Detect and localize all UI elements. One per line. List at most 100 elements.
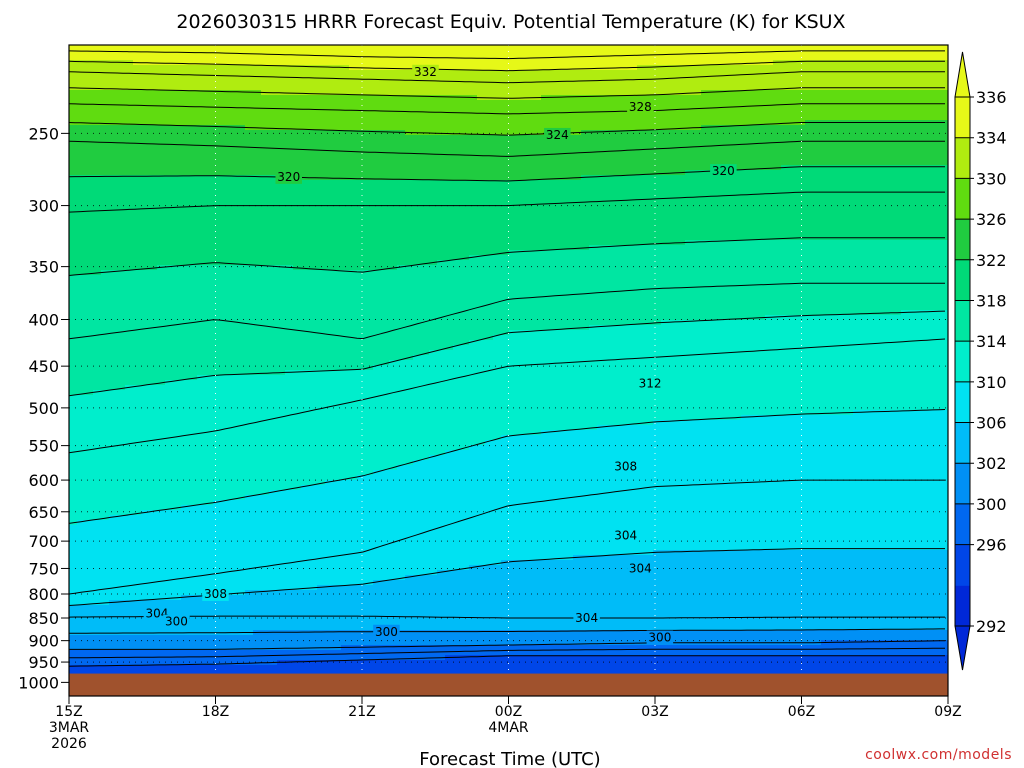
contour-cell xyxy=(205,650,214,666)
contour-cell xyxy=(413,95,422,136)
contour-cell xyxy=(397,465,406,581)
contour-cell xyxy=(285,630,294,651)
contour-cell xyxy=(621,630,630,646)
x-tick-sublabel: 4MAR xyxy=(488,720,529,736)
contour-cell xyxy=(373,580,382,631)
contour-cell xyxy=(773,45,782,61)
contour-cell xyxy=(901,165,910,241)
contour-cell xyxy=(757,240,766,321)
contour-cell xyxy=(757,550,766,631)
contour-cell xyxy=(669,655,678,681)
contour-cell xyxy=(229,650,238,666)
contour-cell xyxy=(757,90,766,126)
contour-cell xyxy=(197,175,206,266)
contour-cell xyxy=(701,45,710,66)
contour-cell xyxy=(349,645,358,661)
contour-cell xyxy=(893,630,902,641)
contour-cell xyxy=(733,125,742,171)
contour-cell xyxy=(765,45,774,66)
contour-cell xyxy=(933,60,942,91)
contour-cell xyxy=(333,650,342,661)
contour-cell xyxy=(77,520,86,606)
contour-cell xyxy=(301,95,310,131)
contour-cell xyxy=(181,65,190,91)
contour-cell xyxy=(741,170,750,241)
contour-cell xyxy=(773,125,782,171)
contour-cell xyxy=(573,95,582,136)
contour-cell xyxy=(85,125,94,176)
contour-cell xyxy=(165,635,174,651)
contour-cell xyxy=(429,455,438,576)
contour-cell xyxy=(389,360,398,471)
contour-cell xyxy=(597,130,606,176)
contour-cell xyxy=(645,555,654,631)
contour-cell xyxy=(885,655,894,681)
contour-cell xyxy=(517,330,526,436)
contour-cell xyxy=(205,45,214,66)
contour-cell xyxy=(549,250,558,331)
contour-cell xyxy=(901,630,910,641)
contour-cell xyxy=(693,645,702,656)
contour-cell xyxy=(701,240,710,321)
contour-cell xyxy=(549,95,558,136)
contour-cell xyxy=(317,270,326,371)
contour-cell xyxy=(77,605,86,636)
contour-cell xyxy=(357,70,366,96)
contour-label: 304 xyxy=(145,606,168,620)
contour-cell xyxy=(173,65,182,91)
contour-cell xyxy=(805,165,814,241)
contour-cell xyxy=(101,60,110,91)
contour-cell xyxy=(293,490,302,591)
contour-cell xyxy=(485,180,494,256)
contour-cell xyxy=(125,90,134,126)
contour-cell xyxy=(869,45,878,61)
contour-line xyxy=(69,140,945,157)
contour-line xyxy=(69,640,946,650)
contour-cell xyxy=(573,555,582,631)
contour-cell xyxy=(405,45,414,71)
contour-cell xyxy=(493,180,502,256)
contour-cell xyxy=(93,45,102,61)
contour-cell xyxy=(701,645,710,656)
contour-cell xyxy=(693,420,702,551)
contour-cell xyxy=(733,550,742,631)
contour-cell xyxy=(717,645,726,656)
contour-cell xyxy=(381,180,390,271)
contour-cell xyxy=(917,310,926,411)
contour-cell xyxy=(333,95,342,131)
contour-cell xyxy=(157,175,166,266)
contour-cell xyxy=(397,630,406,646)
contour-cell xyxy=(189,650,198,666)
contour-cell xyxy=(317,95,326,131)
contour-cell xyxy=(669,550,678,631)
contour-cell xyxy=(877,550,886,631)
contour-cell xyxy=(829,415,838,551)
contour-label-bg xyxy=(544,127,571,142)
contour-cell xyxy=(437,455,446,571)
contour-cell xyxy=(405,630,414,646)
contour-cell xyxy=(501,655,510,681)
contour-cell xyxy=(629,630,638,646)
contour-cell xyxy=(213,500,222,596)
contour-cell xyxy=(517,560,526,631)
contour-cell xyxy=(101,45,110,61)
contour-cell xyxy=(461,95,470,136)
contour-cell xyxy=(693,95,702,131)
contour-cell xyxy=(237,650,246,666)
contour-cell xyxy=(869,240,878,316)
contour-cell xyxy=(605,45,614,71)
contour-cell xyxy=(765,90,774,126)
contour-cell xyxy=(773,630,782,646)
contour-cell xyxy=(125,270,134,386)
contour-cell xyxy=(517,135,526,181)
contour-cell xyxy=(517,180,526,251)
contour-cell xyxy=(197,375,206,506)
contour-cell xyxy=(317,650,326,661)
contour-cell xyxy=(189,45,198,66)
contour-cell xyxy=(541,95,550,136)
contour-cell xyxy=(429,575,438,631)
contour-cell xyxy=(573,180,582,251)
contour-cell xyxy=(133,650,142,666)
contour-cell xyxy=(861,640,870,656)
